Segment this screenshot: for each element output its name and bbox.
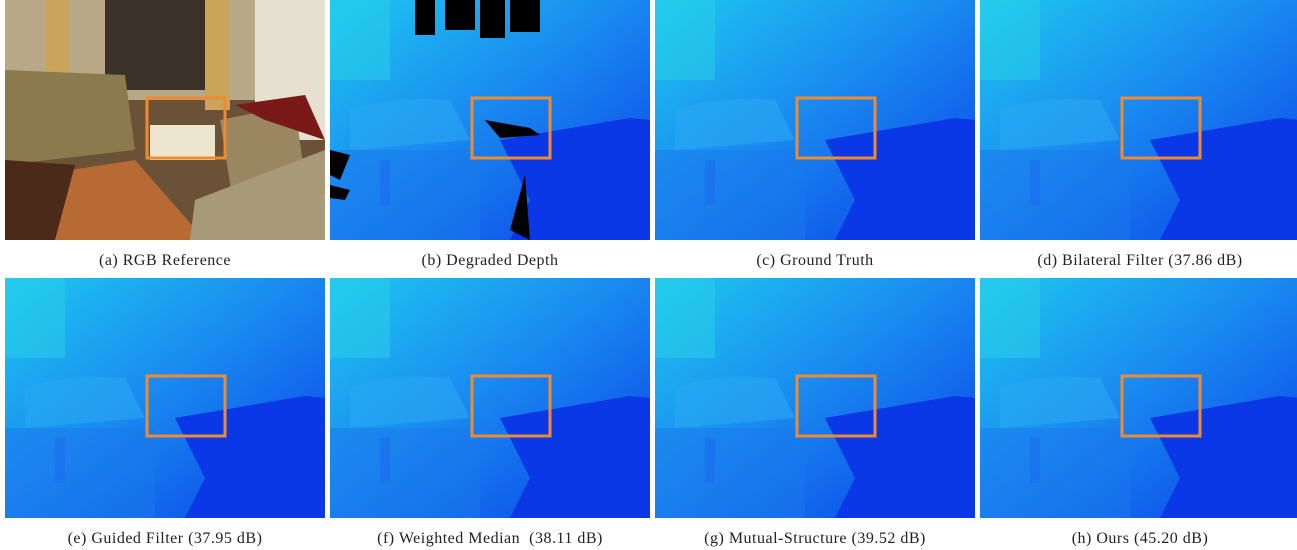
panel-image	[330, 278, 650, 518]
panel: (b) Degraded Depth	[330, 0, 650, 270]
panel: (g) Mutual-Structure (39.52 dB)	[655, 278, 975, 548]
figure: (a) RGB Reference (b) Degraded Depth (c)…	[0, 0, 1297, 550]
panel-image	[5, 0, 325, 240]
panel-image	[655, 278, 975, 518]
caption: (h) Ours (45.20 dB)	[980, 530, 1297, 548]
panel-image	[655, 0, 975, 240]
caption: (e) Guided Filter (37.95 dB)	[5, 530, 325, 548]
caption: (b) Degraded Depth	[330, 252, 650, 270]
panel: (e) Guided Filter (37.95 dB)	[5, 278, 325, 548]
caption: (f) Weighted Median (38.11 dB)	[330, 530, 650, 548]
caption: (g) Mutual-Structure (39.52 dB)	[655, 530, 975, 548]
panel-image	[980, 278, 1297, 518]
panel-image	[330, 0, 650, 240]
caption: (d) Bilateral Filter (37.86 dB)	[980, 252, 1297, 270]
caption: (c) Ground Truth	[655, 252, 975, 270]
caption: (a) RGB Reference	[5, 252, 325, 270]
panel: (f) Weighted Median (38.11 dB)	[330, 278, 650, 548]
panel: (h) Ours (45.20 dB)	[980, 278, 1297, 548]
panel-image	[5, 278, 325, 518]
panel: (c) Ground Truth	[655, 0, 975, 270]
panel-image	[980, 0, 1297, 240]
panel: (a) RGB Reference	[5, 0, 325, 270]
panel: (d) Bilateral Filter (37.86 dB)	[980, 0, 1297, 270]
